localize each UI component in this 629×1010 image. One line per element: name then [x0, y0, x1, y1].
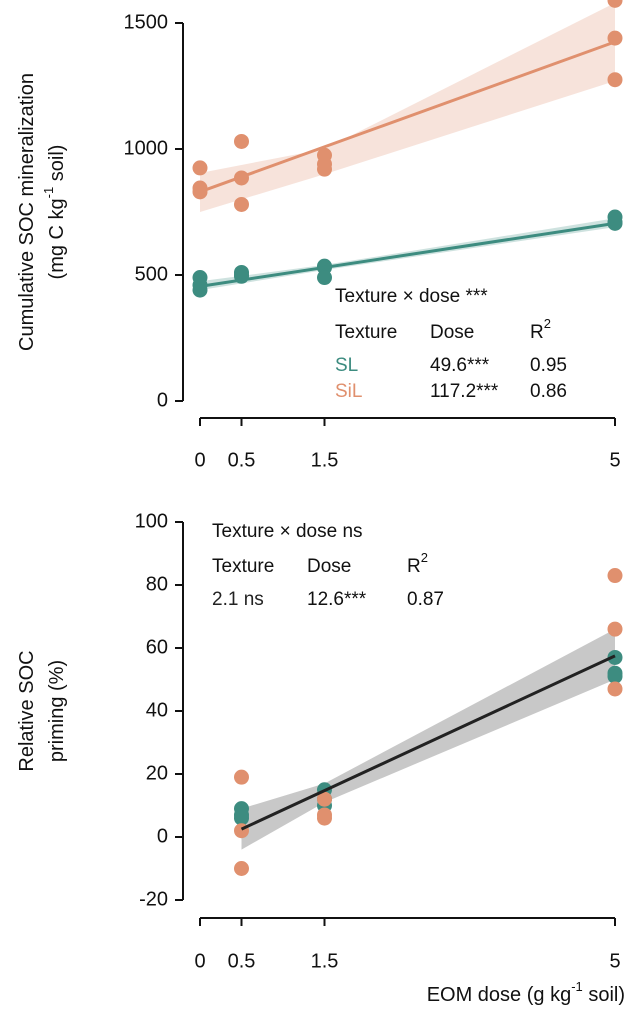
stats-header-part: Texture: [212, 556, 274, 577]
data-point: [317, 791, 332, 807]
stats-cell: 0.95: [530, 355, 567, 376]
y-axis-label-part: -1: [41, 187, 56, 199]
y-tick-label: 80: [146, 573, 168, 595]
data-point: [234, 133, 249, 149]
data-point: [607, 681, 623, 697]
annotation-title: Texture × dose ns: [212, 521, 363, 542]
stats-cell: SiL: [335, 381, 362, 402]
confidence-band: [200, 2, 615, 213]
y-tick-label: 1500: [124, 11, 169, 33]
data-point: [607, 0, 623, 8]
x-tick-label: 5: [609, 449, 620, 471]
x-tick-label: 1.5: [311, 950, 339, 972]
x-axis-label-part: -1: [571, 979, 583, 994]
data-point: [607, 621, 623, 637]
confidence-band: [241, 629, 615, 850]
x-tick-label: 5: [609, 950, 620, 972]
data-point: [234, 810, 249, 826]
stats-cell: 0.86: [530, 381, 567, 402]
x-tick-label: 1.5: [311, 449, 339, 471]
y-axis-label-part: Cumulative SOC mineralization: [16, 73, 38, 351]
y-tick-label: 1000: [124, 137, 169, 159]
data-point: [234, 196, 249, 212]
y-tick-label: 60: [146, 636, 168, 658]
data-point: [234, 861, 249, 876]
data-point: [607, 668, 623, 684]
y-axis-label: (mg C kg-1 soil): [41, 145, 68, 280]
stats-header-part: R: [530, 322, 544, 343]
stats-cell: 117.2***: [430, 381, 499, 402]
y-axis-label-part: soil): [46, 145, 68, 187]
x-tick-label: 0: [194, 449, 205, 471]
y-axis-label-part: (mg C kg: [46, 198, 68, 279]
data-point: [317, 161, 332, 177]
data-point: [317, 270, 332, 286]
stats-header-part: Dose: [430, 322, 474, 343]
y-axis-label-part: priming (%): [46, 660, 68, 762]
data-point: [317, 810, 332, 826]
y-axis-label: Cumulative SOC mineralization: [16, 73, 38, 351]
y-tick-label: 0: [157, 825, 168, 847]
stats-header: R2: [407, 550, 428, 577]
stats-header-part: Texture: [335, 322, 397, 343]
y-tick-label: -20: [139, 888, 168, 910]
stats-header-part: Dose: [307, 556, 351, 577]
fit-line: [199, 40, 616, 194]
stats-header: Texture: [335, 322, 397, 343]
fit-line: [199, 221, 616, 288]
stats-header-part: 2: [421, 550, 428, 565]
data-point: [192, 160, 208, 176]
stats-header-part: R: [407, 556, 421, 577]
y-axis-label: priming (%): [46, 660, 68, 762]
x-tick-label: 0.5: [228, 449, 256, 471]
stats-cell: 12.6***: [307, 589, 367, 610]
stats-cell: 0.87: [407, 589, 444, 610]
stats-cell: 49.6***: [430, 355, 490, 376]
stats-header: Dose: [430, 322, 474, 343]
y-tick-label: 500: [135, 263, 168, 285]
x-axis-label-part: soil): [583, 984, 625, 1006]
x-axis-label-part: EOM dose (g kg: [427, 984, 572, 1006]
data-point: [234, 769, 249, 785]
data-point: [607, 568, 623, 584]
stats-cell: 2.1 ns: [212, 589, 264, 610]
y-tick-label: 100: [135, 510, 168, 532]
stats-header-part: 2: [544, 316, 551, 331]
stats-cell: SL: [335, 355, 358, 376]
y-tick-label: 0: [157, 389, 168, 411]
x-tick-label: 0: [194, 950, 205, 972]
y-axis-label: Relative SOC: [16, 650, 38, 771]
stats-header: Texture: [212, 556, 274, 577]
stats-header: Dose: [307, 556, 351, 577]
y-axis-label-part: Relative SOC: [16, 650, 38, 771]
fit-line: [240, 654, 616, 831]
x-tick-label: 0.5: [228, 950, 256, 972]
annotation-title: Texture × dose ***: [335, 286, 488, 307]
data-point: [607, 72, 623, 88]
stats-header: R2: [530, 316, 551, 343]
y-tick-label: 20: [146, 762, 168, 784]
x-axis-label: EOM dose (g kg-1 soil): [427, 979, 625, 1006]
y-tick-label: 40: [146, 699, 168, 721]
